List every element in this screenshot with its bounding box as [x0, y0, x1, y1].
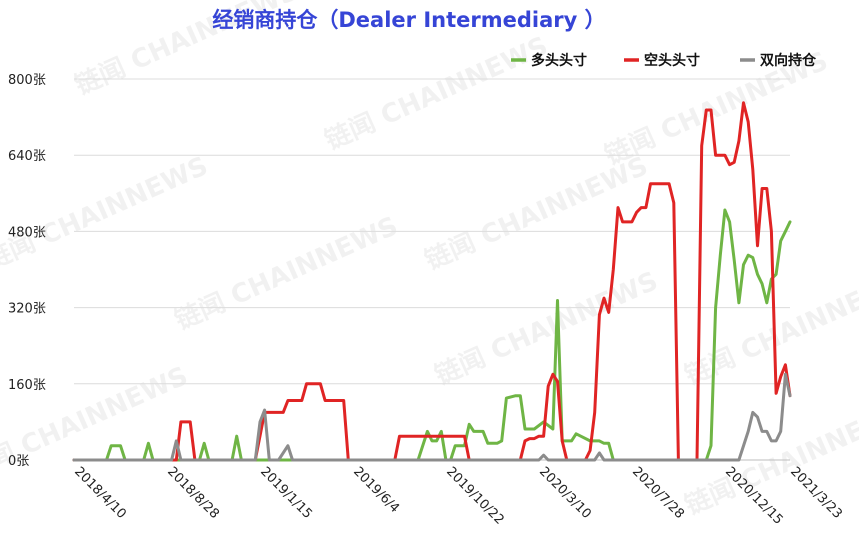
x-tick-label: 2020/7/28 [629, 464, 687, 522]
legend-item-1[interactable]: 多头头寸 [511, 52, 587, 69]
watermark-text: 链闻 CHAINNEWS [0, 150, 212, 276]
x-tick-label: 2019/1/15 [257, 464, 315, 522]
legend-item-2[interactable]: 空头头寸 [624, 52, 700, 69]
series-line-2 [72, 101, 792, 462]
y-tick-label: 480张 [8, 225, 46, 240]
y-axis-ticks: 0张 160张 320张 480张 640张 800张 [8, 73, 46, 469]
y-tick-label: 800张 [8, 73, 46, 88]
chart-title: 经销商持仓（Dealer Intermediary ） [212, 8, 605, 32]
legend-label: 多头头寸 [531, 52, 587, 69]
legend-label: 空头头寸 [644, 52, 700, 69]
y-tick-label: 640张 [8, 149, 46, 164]
x-tick-label: 2018/4/10 [71, 464, 129, 522]
x-tick-label: 2019/6/4 [350, 464, 402, 516]
watermark-text: 链闻 CHAINNEWS [320, 30, 552, 156]
x-tick-label: 2021/3/23 [787, 464, 845, 522]
x-tick-label: 2020/3/10 [536, 464, 594, 522]
legend-item-3[interactable]: 双向持仓 [740, 52, 817, 69]
y-tick-label: 160张 [8, 378, 46, 393]
watermark-text: 链闻 CHAINNEWS [430, 265, 662, 391]
series-line-3 [72, 372, 792, 462]
x-tick-label: 2019/10/22 [443, 464, 507, 528]
legend[interactable]: 多头头寸 空头头寸 双向持仓 [511, 52, 817, 69]
x-tick-label: 2018/8/28 [164, 464, 222, 522]
watermark-text: 链闻 CHAINNEWS [170, 210, 402, 336]
y-tick-label: 320张 [8, 302, 46, 317]
series-lines [72, 101, 792, 462]
y-tick-label: 0张 [8, 454, 29, 469]
legend-label: 双向持仓 [760, 52, 817, 69]
